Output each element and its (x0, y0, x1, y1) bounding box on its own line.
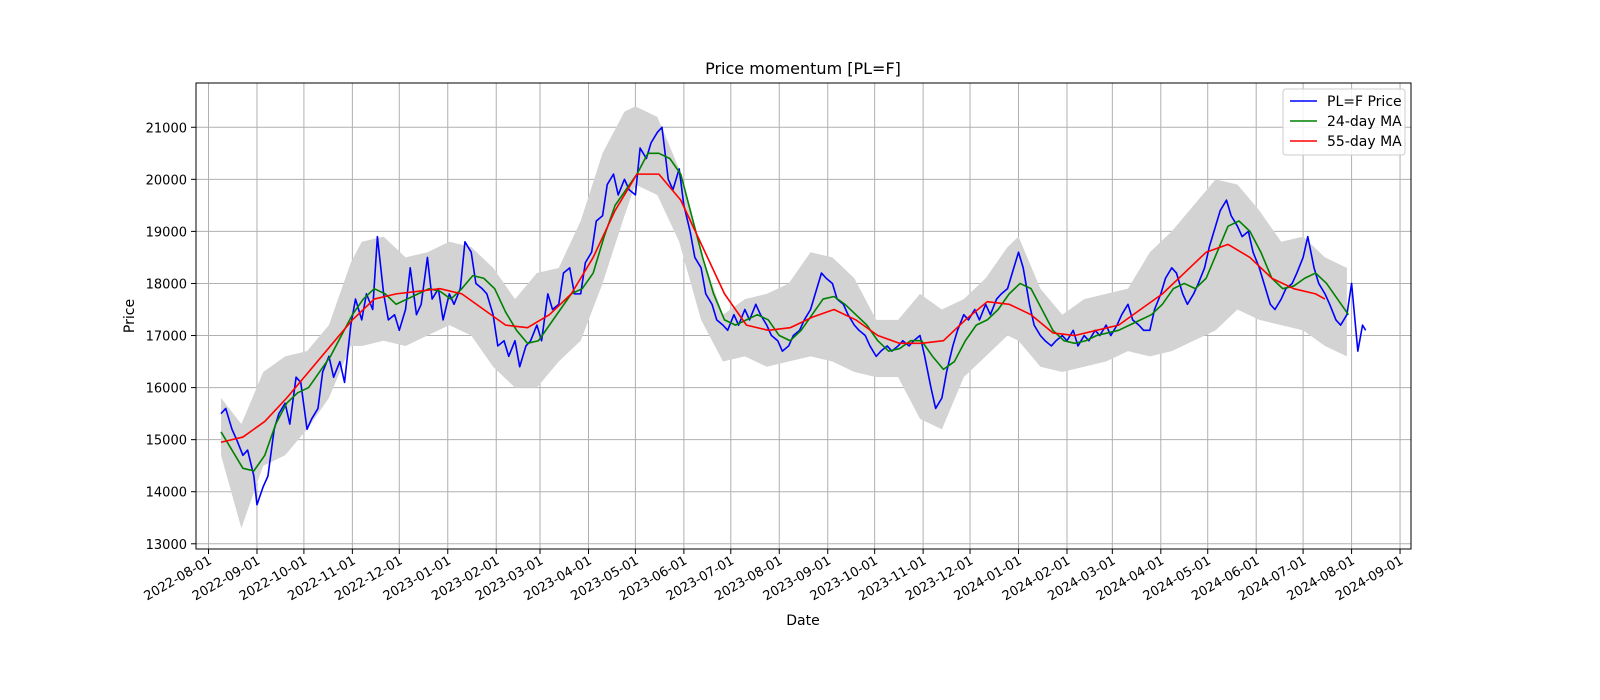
band-area (221, 106, 1347, 529)
volatility-band (221, 106, 1347, 529)
series-lines (220, 126, 1367, 506)
y-tick-label: 17000 (146, 330, 187, 345)
chart-title: Price momentum [PL=F] (705, 59, 901, 78)
y-tick-label: 21000 (146, 121, 187, 136)
series-line-55-day-ma (220, 173, 1326, 444)
y-tick-label: 20000 (146, 173, 187, 188)
y-tick-label: 14000 (146, 486, 187, 501)
legend-label: 24-day MA (1327, 114, 1402, 130)
y-tick-label: 19000 (146, 225, 187, 240)
legend: PL=F Price 24-day MA 55-day MA (1282, 88, 1406, 156)
y-tick-label: 15000 (146, 434, 187, 449)
y-axis-ticks: 13000 14000 15000 16000 17000 18000 19000 20000… (146, 121, 196, 553)
y-tick-label: 16000 (146, 382, 187, 397)
x-axis-label: Date (786, 613, 819, 629)
series-line-24-day-ma (220, 152, 1350, 472)
series-line-pl-f-price (220, 126, 1367, 506)
legend-box (1282, 88, 1406, 156)
plot-frame (195, 82, 1412, 550)
legend-label: PL=F Price (1327, 94, 1402, 110)
y-tick-label: 13000 (146, 538, 187, 553)
x-axis-ticks: 2022-08-012022-09-012022-10-012022-11-01… (142, 549, 1406, 604)
legend-label: 55-day MA (1327, 134, 1402, 150)
y-axis-label: Price (122, 299, 138, 333)
y-tick-label: 18000 (146, 277, 187, 292)
